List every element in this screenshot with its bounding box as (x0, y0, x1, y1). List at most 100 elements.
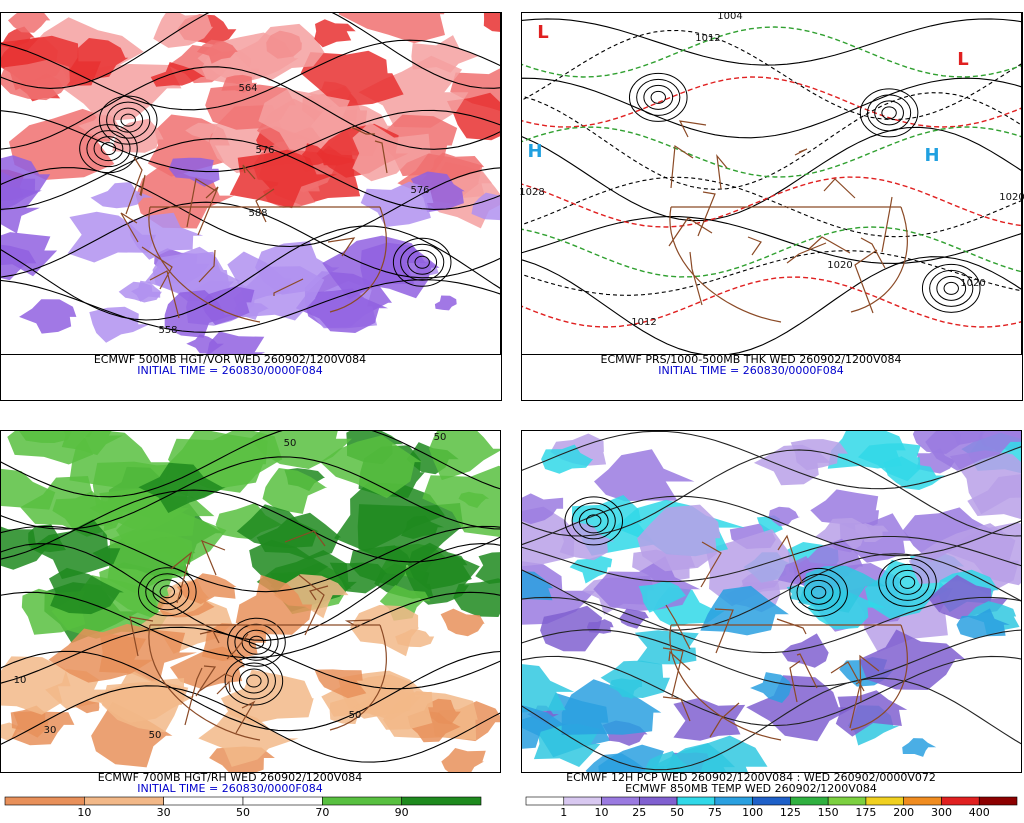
panel: 50 50 10 30 50 50 ECMWF 700MB HGT/RH WED 26090… (0, 430, 501, 819)
shading (471, 192, 501, 221)
colorbar-label: 300 (931, 806, 952, 819)
closed-contour (628, 72, 688, 122)
closed-contour (234, 623, 279, 661)
map-label: H (924, 145, 939, 166)
contour (0, 39, 501, 111)
shading (559, 521, 615, 561)
closed-contour (921, 263, 981, 313)
closed-contour (796, 573, 841, 611)
panel: ECMWF 12H PCP WED 260902/1200V084 : WED … (521, 430, 1022, 819)
colorbar-swatch (827, 796, 867, 806)
shading (314, 19, 356, 48)
colorbar-label: 50 (236, 806, 250, 819)
map-label: 1020 (999, 192, 1024, 203)
closed-contour (929, 269, 974, 307)
shading (410, 171, 465, 213)
map-label: 1028 (519, 187, 544, 198)
closed-contour (936, 275, 967, 301)
borders (129, 530, 387, 741)
caption: ECMWF 500MB HGT/VOR WED 260902/1200V084 (94, 353, 366, 366)
borders (120, 126, 388, 323)
shading (949, 450, 1022, 515)
shading (131, 280, 161, 302)
shading (229, 149, 338, 209)
closed-contour (100, 142, 117, 156)
caption: INITIAL TIME = 260830/0000F084 (658, 364, 843, 377)
contour (0, 201, 501, 279)
closed-contour (650, 90, 666, 104)
shading (170, 646, 245, 689)
contour (0, 650, 501, 732)
shading (798, 565, 887, 613)
map-frame (521, 430, 1022, 773)
closed-contour (224, 656, 284, 706)
colorbar-swatch (790, 796, 829, 806)
caption: ECMWF 700MB HGT/RH WED 260902/1200V084 (98, 771, 363, 784)
shading (349, 545, 413, 587)
closed-contour (145, 573, 190, 611)
map-label: 1012 (631, 317, 656, 328)
colorbar-label: 70 (315, 806, 329, 819)
contour (521, 629, 1022, 687)
shading (185, 122, 218, 142)
closed-contour (407, 249, 438, 275)
contour (521, 596, 1022, 654)
closed-contour (227, 617, 286, 667)
map-label: 50 (149, 730, 162, 741)
map (0, 12, 501, 355)
colorbar-label: 90 (395, 806, 409, 819)
closed-contour (79, 124, 138, 174)
colorbar-label: 50 (670, 806, 684, 819)
colorbar-label: 30 (157, 806, 171, 819)
shading (8, 12, 51, 33)
shading (440, 608, 485, 637)
caption: INITIAL TIME = 260830/0000F084 (137, 364, 322, 377)
shading (0, 656, 71, 715)
shading (781, 633, 829, 668)
map-frame (0, 430, 501, 773)
thickness (521, 276, 1022, 328)
shading (908, 523, 1019, 595)
shading (138, 462, 226, 513)
shading (483, 12, 501, 32)
contour (0, 167, 501, 248)
shading (273, 574, 349, 619)
colorbar-label: 200 (893, 806, 914, 819)
shading (152, 246, 230, 297)
thickness (521, 176, 1022, 228)
shading (429, 430, 501, 481)
shading (441, 748, 486, 773)
map-label: 576 (255, 145, 274, 156)
closed-contour (571, 502, 616, 540)
colorbar-label: 175 (855, 806, 876, 819)
map-label: 1020 (827, 260, 852, 271)
colorbar-label: 25 (632, 806, 646, 819)
shading (353, 679, 433, 730)
shading (338, 12, 445, 44)
shading (746, 675, 855, 742)
map-label: 576 (410, 185, 429, 196)
panel: 1004 1012 1020 1028 1012 1020 1020 L H L H ECMWF PR… (519, 11, 1024, 401)
shading (594, 449, 695, 502)
shading (19, 299, 77, 334)
shading (475, 552, 501, 584)
shading (673, 698, 746, 741)
closed-contour (803, 579, 834, 605)
colorbar-label: 1 (560, 806, 567, 819)
map-label: 50 (284, 438, 297, 449)
shading (358, 55, 469, 128)
shading (810, 489, 879, 532)
colorbar-label: 10 (595, 806, 609, 819)
shading (68, 38, 129, 80)
contour (0, 12, 501, 89)
shading (153, 12, 214, 48)
panel-frame (521, 12, 1023, 401)
shading (221, 74, 258, 93)
contour (521, 677, 1022, 771)
closed-contour (586, 514, 602, 528)
colorbar-swatch (84, 796, 164, 806)
contour (521, 216, 1022, 264)
map-label: 30 (44, 725, 57, 736)
shading (11, 711, 75, 746)
